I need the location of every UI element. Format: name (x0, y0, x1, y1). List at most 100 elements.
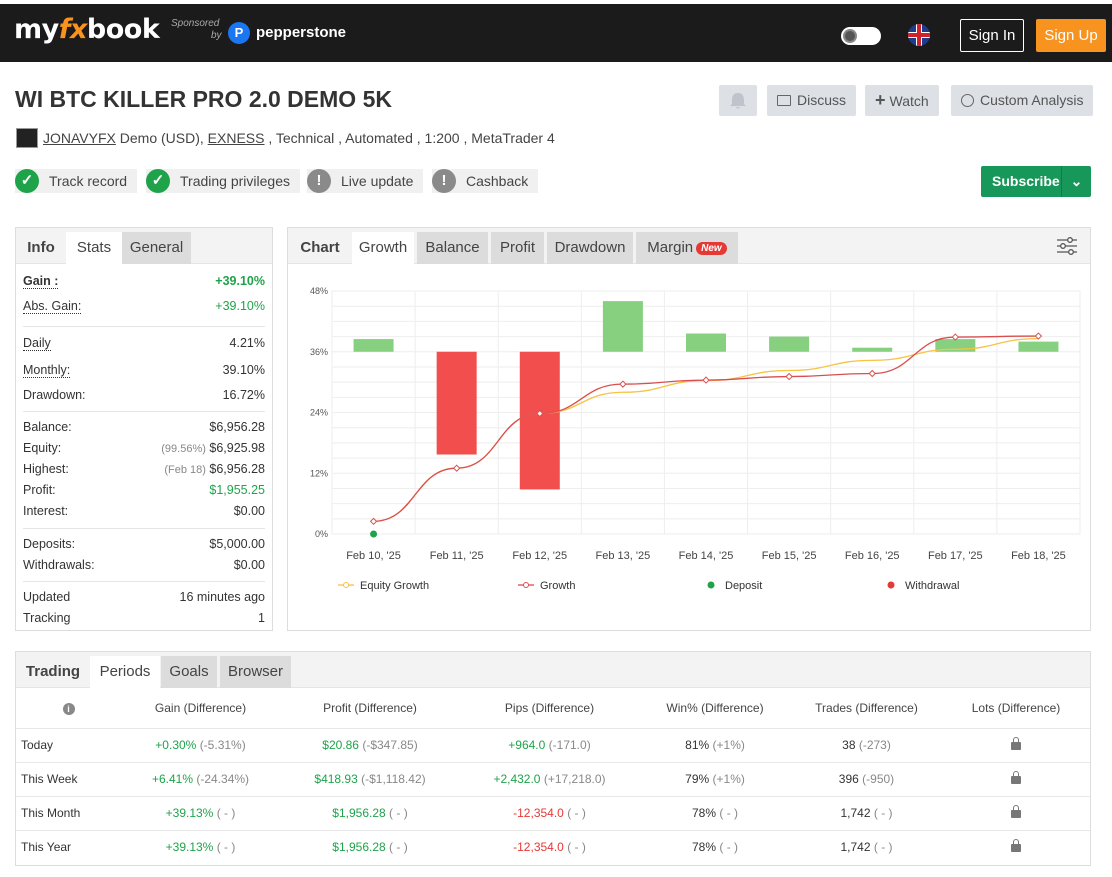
bell-icon (730, 93, 746, 109)
tab-stats[interactable]: Stats (66, 232, 122, 264)
table-row: This Month +39.13% ( - ) $1,956.28 ( - ) -1… (16, 795, 1090, 830)
stat-deposits: Deposits: $5,000.00 (23, 537, 265, 551)
clock-icon (961, 94, 974, 107)
cell-win: 81% (+1%) (639, 727, 791, 762)
settings-sliders-icon[interactable] (1056, 236, 1078, 256)
legend-item: Equity Growth (338, 580, 429, 592)
myfxbook-logo[interactable]: myfxbook (14, 14, 160, 45)
legend-label: Growth (540, 580, 575, 592)
stat-balance: Balance: $6,956.28 (23, 420, 265, 434)
sponsored-by-label: Sponsored by (171, 18, 222, 41)
check-icon: ✓ (15, 169, 39, 193)
cell-lots[interactable] (942, 761, 1090, 796)
y-tick-label: 12% (310, 468, 328, 478)
y-tick-label: 24% (310, 408, 328, 418)
cell-gain: +6.41% (-24.34%) (121, 761, 280, 796)
broker-link[interactable]: EXNESS (207, 130, 265, 146)
custom-analysis-button[interactable]: Custom Analysis (951, 85, 1094, 116)
badge-live-update[interactable]: ! Live update (307, 169, 424, 193)
x-tick-label: Feb 16, '25 (845, 550, 900, 562)
legend-marker (887, 581, 895, 589)
legend-item: Withdrawal (887, 580, 959, 592)
stat-gain: Gain : +39.10% (23, 274, 265, 289)
x-tick-label: Feb 13, '25 (596, 550, 651, 562)
uk-flag-icon[interactable] (908, 24, 930, 46)
col-lots: Lots (Difference) (971, 700, 1061, 715)
growth-bar (519, 351, 560, 490)
y-tick-label: 48% (310, 286, 328, 296)
cell-win: 79% (+1%) (639, 761, 791, 796)
trading-tabs: Trading Periods Goals Browser (16, 652, 1090, 688)
legend-label: Deposit (725, 580, 762, 592)
legend-marker (343, 582, 349, 588)
growth-point (702, 376, 710, 384)
badge-trading-privileges[interactable]: ✓ Trading privileges (146, 169, 300, 193)
growth-bar (686, 333, 726, 352)
tab-general[interactable]: General (122, 232, 191, 264)
tab-trading[interactable]: Trading (25, 663, 81, 680)
tab-growth[interactable]: Growth (352, 232, 414, 264)
badge-track-record[interactable]: ✓ Track record (15, 169, 138, 193)
pepperstone-icon[interactable]: P (228, 22, 250, 44)
x-tick-label: Feb 14, '25 (679, 550, 734, 562)
info-tabs: Info Stats General (16, 228, 272, 264)
sign-in-button[interactable]: Sign In (960, 19, 1024, 52)
notification-bell-button[interactable] (719, 85, 757, 116)
col-trades: Trades (Difference) (815, 700, 918, 715)
cell-profit: $20.86 (-$347.85) (280, 727, 460, 762)
tab-goals[interactable]: Goals (161, 656, 217, 688)
growth-point (785, 372, 793, 381)
cell-win: 78% ( - ) (639, 829, 791, 864)
system-meta: JONAVYFX Demo (USD), EXNESS , Technical … (43, 130, 555, 146)
legend-marker (707, 581, 715, 589)
stat-drawdown: Drawdown: 16.72% (23, 388, 265, 402)
table-row: This Year +39.13% ( - ) $1,956.28 ( - ) -12… (16, 829, 1090, 864)
growth-bar (353, 339, 394, 352)
watch-button[interactable]: + Watch (865, 85, 939, 116)
chart-tabs: Chart Growth Balance Profit Drawdown Mar… (288, 228, 1090, 264)
stat-updated: Updated 16 minutes ago (23, 590, 265, 604)
info-panel: Info Stats General Gain : +39.10% Abs. Ga… (15, 227, 273, 631)
owner-avatar[interactable] (16, 128, 38, 148)
tab-margin[interactable]: Margin New (636, 232, 738, 264)
cell-win: 78% ( - ) (639, 795, 791, 830)
badge-cashback[interactable]: ! Cashback (432, 169, 539, 193)
tab-drawdown[interactable]: Drawdown (547, 232, 633, 264)
plus-icon: + (875, 90, 886, 110)
cell-gain: +39.13% ( - ) (121, 829, 280, 864)
growth-chart[interactable]: 0% 12% 24% 36% 48% Feb 10, '25 Feb 11, '25 Feb … (288, 264, 1090, 630)
cell-lots[interactable] (942, 829, 1090, 864)
subscribe-button[interactable]: Subscribe ⌄ (981, 166, 1091, 197)
lock-icon (1011, 771, 1021, 784)
period-label: Today (16, 727, 121, 762)
cell-lots[interactable] (942, 727, 1090, 762)
table-header-row: i Gain (Difference) Profit (Difference) … (16, 688, 1090, 728)
cell-lots[interactable] (942, 795, 1090, 830)
cell-profit: $418.93 (-$1,118.42) (280, 761, 460, 796)
system-title: WI BTC KILLER PRO 2.0 DEMO 5K (15, 86, 392, 112)
stat-abs-gain: Abs. Gain: +39.10% (23, 299, 265, 314)
tab-periods[interactable]: Periods (90, 656, 160, 688)
new-badge: New (696, 242, 727, 255)
tab-chart[interactable]: Chart (300, 239, 340, 256)
growth-point (951, 333, 960, 341)
table-row: This Week +6.41% (-24.34%) $418.93 (-$1,11… (16, 761, 1090, 796)
discuss-button[interactable]: Discuss (767, 85, 857, 116)
col-pips: Pips (Difference) (504, 700, 595, 715)
sponsor-name[interactable]: pepperstone (256, 24, 347, 41)
theme-toggle[interactable] (841, 27, 881, 45)
info-icon[interactable]: i (16, 688, 121, 728)
x-tick-label: Feb 12, '25 (512, 550, 567, 562)
stat-profit: Profit: $1,955.25 (23, 483, 265, 497)
tab-profit[interactable]: Profit (491, 232, 544, 264)
tab-balance[interactable]: Balance (417, 232, 488, 264)
x-tick-label: Feb 15, '25 (762, 550, 817, 562)
owner-link[interactable]: JONAVYFX (43, 130, 116, 146)
growth-point (536, 409, 544, 418)
chart-panel: Chart Growth Balance Profit Drawdown Mar… (287, 227, 1091, 631)
chevron-down-icon[interactable]: ⌄ (1061, 166, 1091, 197)
tab-info[interactable]: Info (27, 239, 55, 256)
cell-pips: +964.0 (-171.0) (460, 727, 639, 762)
tab-browser[interactable]: Browser (220, 656, 291, 688)
sign-up-button[interactable]: Sign Up (1036, 19, 1106, 52)
